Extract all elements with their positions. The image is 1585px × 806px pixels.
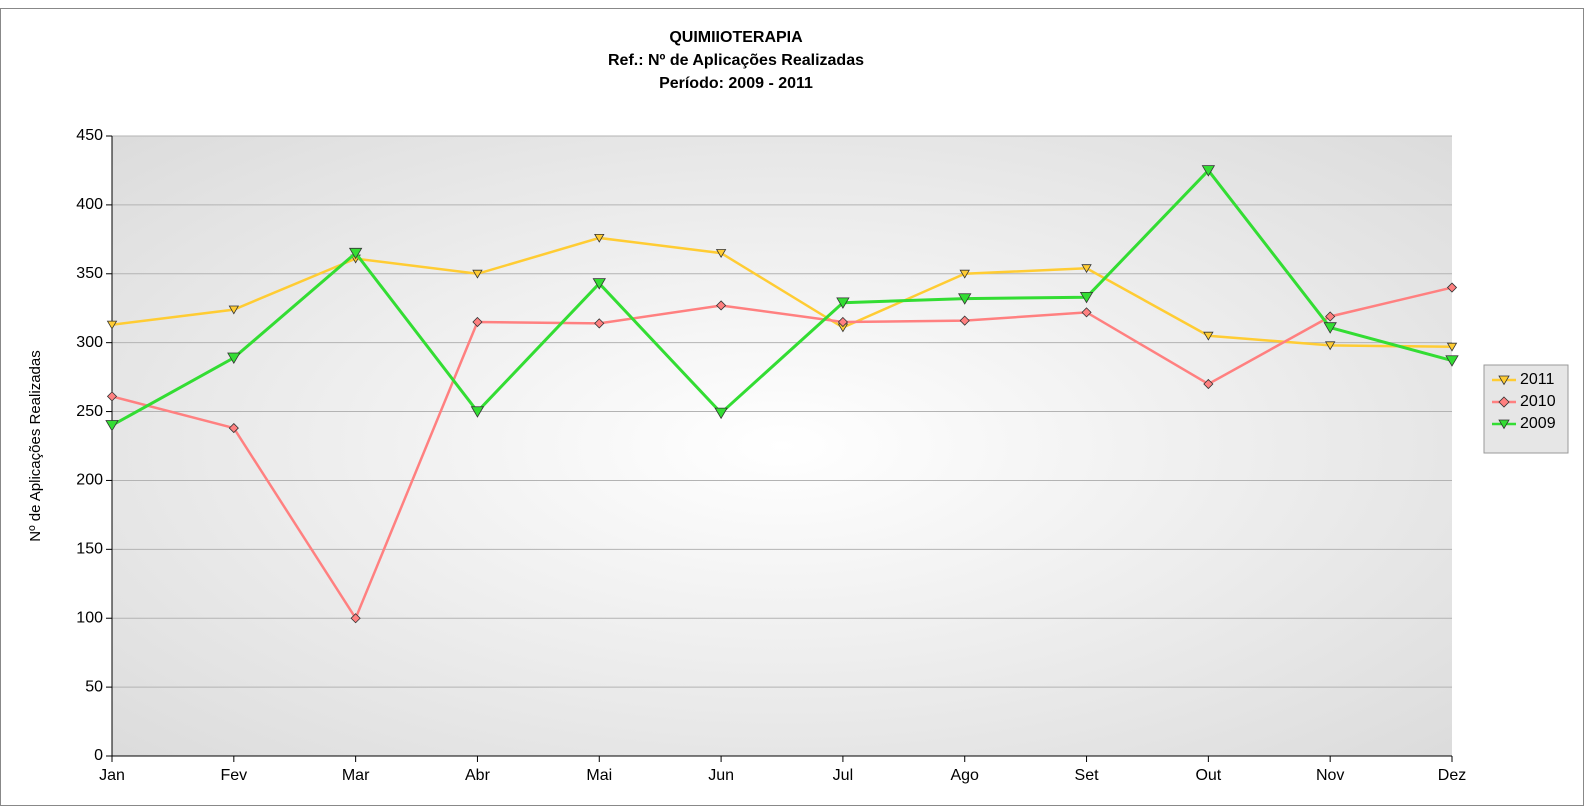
x-tick-label: Dez <box>1438 767 1466 784</box>
marker <box>958 293 972 305</box>
x-tick-label: Jan <box>99 767 125 784</box>
marker <box>1079 291 1094 304</box>
marker <box>959 315 970 326</box>
chart-subtitle: Ref.: Nº de Aplicações Realizadas <box>608 52 864 69</box>
y-axis-label: Nº de Aplicações Realizadas <box>27 350 44 541</box>
x-tick-label: Ago <box>950 767 979 784</box>
legend-label: 2009 <box>1520 415 1556 432</box>
marker <box>348 247 363 260</box>
y-tick-label: 200 <box>76 472 103 489</box>
marker <box>472 316 483 328</box>
y-tick-label: 400 <box>76 196 103 213</box>
marker <box>227 352 241 365</box>
y-tick-label: 250 <box>76 403 103 420</box>
marker <box>836 297 850 309</box>
x-tick-label: Mai <box>586 767 612 784</box>
marker <box>106 320 118 330</box>
marker <box>1498 396 1510 408</box>
y-tick-label: 50 <box>85 678 103 695</box>
marker <box>1203 331 1214 341</box>
y-tick-label: 100 <box>76 609 103 626</box>
y-tick-label: 0 <box>94 747 103 764</box>
series-line <box>111 168 1453 427</box>
x-tick-label: Jun <box>708 767 734 784</box>
y-tick-label: 300 <box>76 334 103 351</box>
marker <box>1324 341 1336 351</box>
marker <box>1323 322 1337 334</box>
marker <box>716 300 727 311</box>
marker <box>470 406 485 418</box>
chart-subtitle: Período: 2009 - 2011 <box>659 75 813 92</box>
plot-area <box>112 136 1452 756</box>
marker <box>1081 307 1092 318</box>
marker <box>1081 264 1092 274</box>
marker <box>106 391 118 402</box>
x-tick-label: Mar <box>342 767 370 784</box>
marker <box>837 316 848 328</box>
marker <box>472 269 483 279</box>
marker <box>228 305 240 315</box>
legend-label: 2011 <box>1520 371 1555 388</box>
series-line <box>111 286 1453 621</box>
marker <box>1325 311 1336 322</box>
x-tick-label: Jul <box>833 767 853 784</box>
marker <box>228 423 239 434</box>
legend-label: 2010 <box>1520 393 1556 410</box>
x-tick-label: Abr <box>465 767 491 784</box>
x-tick-label: Out <box>1195 767 1221 784</box>
marker <box>1498 419 1510 430</box>
marker <box>714 407 728 420</box>
marker <box>594 233 605 243</box>
marker <box>592 278 606 290</box>
marker <box>594 318 605 329</box>
marker <box>1201 165 1216 177</box>
marker <box>1498 375 1510 386</box>
marker <box>1203 378 1214 390</box>
marker <box>350 613 361 624</box>
marker <box>105 420 119 432</box>
y-tick-label: 450 <box>76 127 103 144</box>
chart-title: QUIMIIOTERAPIA <box>669 29 803 46</box>
y-tick-label: 150 <box>76 541 103 558</box>
x-tick-label: Fev <box>220 767 247 784</box>
y-tick-label: 350 <box>76 265 103 282</box>
marker <box>959 269 970 279</box>
series-line <box>111 236 1453 349</box>
x-tick-label: Set <box>1075 767 1100 784</box>
marker <box>1446 282 1458 293</box>
marker <box>1446 342 1458 352</box>
marker <box>715 249 727 258</box>
x-tick-label: Nov <box>1316 767 1344 784</box>
marker <box>1445 355 1459 367</box>
